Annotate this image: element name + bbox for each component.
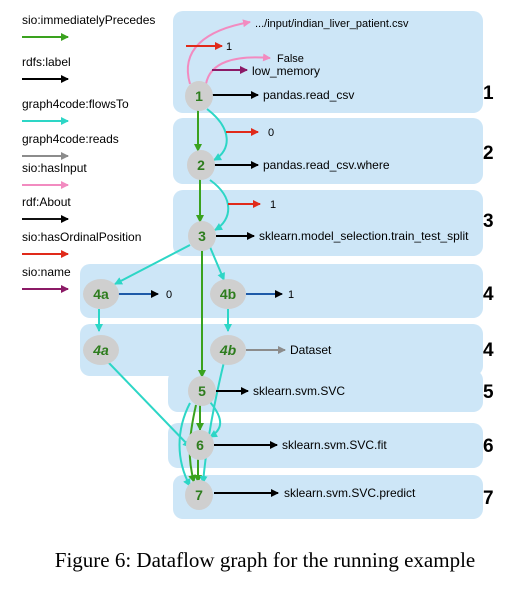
legend-label-name: sio:name xyxy=(22,265,71,279)
dataflow-graph: sio:immediatelyPrecedes rdfs:label graph… xyxy=(22,11,494,519)
row-numbers: 1 2 3 4 4 5 6 7 xyxy=(483,83,494,509)
row-panel-3 xyxy=(173,190,483,256)
row-panel-1 xyxy=(173,11,483,113)
row-number: 4 xyxy=(483,340,494,361)
node-1[interactable]: 1 xyxy=(185,81,213,111)
node-5[interactable]: 5 xyxy=(188,376,216,406)
label-dataset: Dataset xyxy=(290,343,332,357)
edge-has-input-false xyxy=(205,53,271,85)
label-ordinal-1: 1 xyxy=(226,41,232,53)
row-panel-4a xyxy=(80,264,483,318)
row-panel-6 xyxy=(168,423,483,468)
edge-flow-4a-to-6 xyxy=(107,361,191,448)
nodes: 1 2 3 4a 4b 4a 4b 5 xyxy=(83,81,246,510)
edge-flow-3-to-4b xyxy=(209,246,225,281)
label-svc: sklearn.svm.SVC xyxy=(253,384,345,398)
legend-label-rdfs-label: rdfs:label xyxy=(22,55,71,69)
node-label: 4b xyxy=(220,286,236,302)
node-4a[interactable]: 4a xyxy=(83,279,119,309)
row-number: 1 xyxy=(483,83,494,104)
edge-flow-5-to-6 xyxy=(209,401,222,438)
node-label: 6 xyxy=(196,437,204,453)
node-6[interactable]: 6 xyxy=(186,430,214,460)
label-ordinal-0-4a: 0 xyxy=(166,289,172,301)
row-number: 7 xyxy=(483,488,494,509)
node-2[interactable]: 2 xyxy=(187,150,215,180)
row-number: 4 xyxy=(483,284,494,305)
legend-label-has-ordinal-position: sio:hasOrdinalPosition xyxy=(22,230,141,244)
node-label: 4a xyxy=(92,342,109,358)
row-number: 3 xyxy=(483,211,494,232)
label-train-test-split: sklearn.model_selection.train_test_split xyxy=(259,229,469,243)
node-label: 3 xyxy=(198,228,206,244)
legend-label-immediately-precedes: sio:immediatelyPrecedes xyxy=(22,13,155,27)
edge-flow-2-to-3 xyxy=(209,179,230,231)
row-panel-7 xyxy=(173,475,483,519)
legend-label-reads: graph4code:reads xyxy=(22,132,119,146)
row-panel-5 xyxy=(168,370,483,412)
label-ordinal-1-row3: 1 xyxy=(270,199,276,211)
row-number: 5 xyxy=(483,382,494,403)
node-3[interactable]: 3 xyxy=(188,221,216,251)
figure-caption: Figure 6: Dataflow graph for the running… xyxy=(54,548,476,572)
node-label: 2 xyxy=(197,157,205,173)
row-panel-2 xyxy=(173,118,483,184)
node-label: 4b xyxy=(219,342,237,358)
row-1-edges xyxy=(186,19,271,99)
node-label: 4a xyxy=(93,286,109,302)
label-false: False xyxy=(277,53,304,65)
node-label: 5 xyxy=(198,383,206,399)
node-label: 7 xyxy=(195,487,203,503)
legend-label-has-input: sio:hasInput xyxy=(22,161,87,175)
edge-has-input-csv xyxy=(186,19,251,85)
edge-flow-1-to-2 xyxy=(206,108,228,161)
label-svc-fit: sklearn.svm.SVC.fit xyxy=(282,438,387,452)
edge-flow-3-to-4a xyxy=(114,244,191,285)
legend-label-rdf-about: rdf:About xyxy=(22,195,71,209)
row-number: 6 xyxy=(483,436,494,457)
row-number: 2 xyxy=(483,143,494,164)
label-read-csv: pandas.read_csv xyxy=(263,88,354,102)
label-read-csv-where: pandas.read_csv.where xyxy=(263,158,390,172)
legend: sio:immediatelyPrecedes rdfs:label graph… xyxy=(22,13,155,293)
legend-label-flows-to: graph4code:flowsTo xyxy=(22,97,129,111)
label-ordinal-1-4b: 1 xyxy=(288,289,294,301)
node-label: 1 xyxy=(195,88,203,104)
edge-flow-5-to-7 xyxy=(178,402,191,487)
node-4b[interactable]: 4b xyxy=(210,279,246,309)
label-csv-path: .../input/indian_liver_patient.csv xyxy=(255,18,409,30)
node-7[interactable]: 7 xyxy=(185,480,213,510)
node-4a-italic[interactable]: 4a xyxy=(83,335,119,365)
label-low-memory: low_memory xyxy=(252,64,320,78)
label-ordinal-0-row2: 0 xyxy=(268,127,274,139)
node-4b-italic[interactable]: 4b xyxy=(210,335,246,365)
label-svc-predict: sklearn.svm.SVC.predict xyxy=(284,486,416,500)
